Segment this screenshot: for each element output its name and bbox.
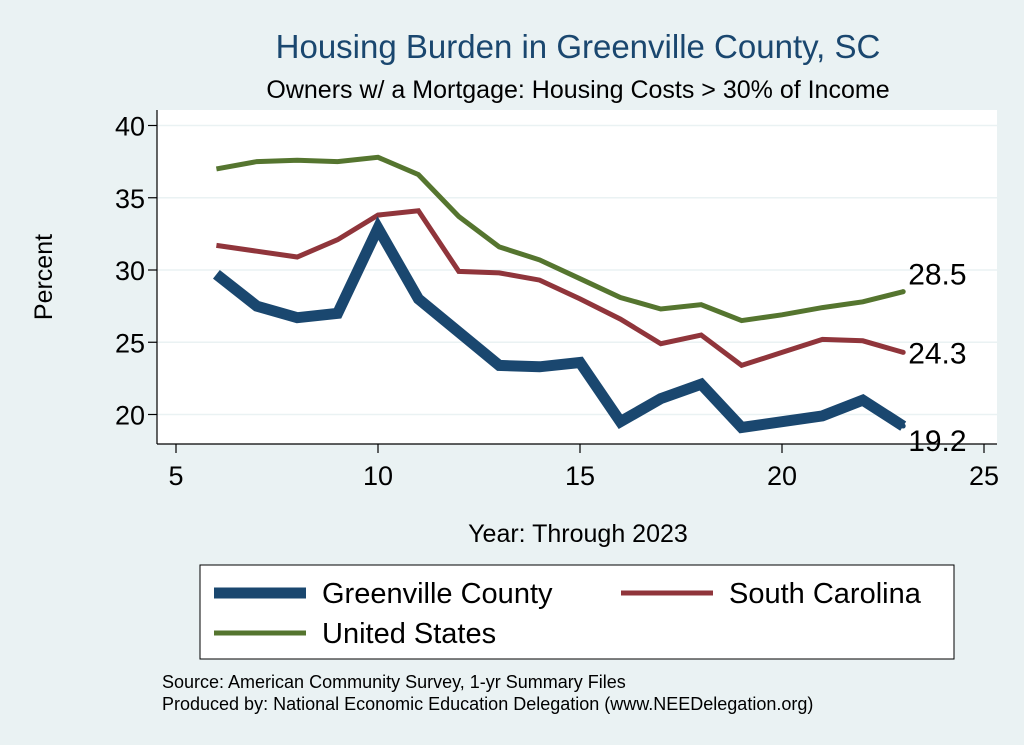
- grid-lines: [157, 124, 997, 416]
- x-tick-label-10: 10: [363, 461, 393, 491]
- end-marker-south-carolina: [900, 349, 906, 355]
- series-line-united-states: [215, 154, 904, 324]
- producer-note: Produced by: National Economic Education…: [162, 694, 813, 714]
- end-label-greenville-county: 19.2: [908, 425, 966, 458]
- y-tick-label-40: 40: [115, 112, 145, 142]
- legend-label-greenville: Greenville County: [322, 578, 553, 610]
- end-marker-greenville-county: [900, 423, 906, 429]
- chart-title: Housing Burden in Greenville County, SC: [276, 28, 881, 65]
- x-axis-label: Year: Through 2023: [468, 520, 688, 548]
- end-labels: 28.5 24.3 19.2: [900, 259, 967, 458]
- y-tick-label-35: 35: [115, 184, 145, 214]
- y-tick-label-30: 30: [115, 256, 145, 286]
- legend-box: [199, 564, 955, 660]
- y-axis-label: Percent: [30, 234, 58, 320]
- chart-subtitle: Owners w/ a Mortgage: Housing Costs > 30…: [266, 76, 889, 104]
- legend-label-south-carolina: South Carolina: [729, 578, 922, 610]
- x-tick-label-5: 5: [168, 461, 183, 491]
- x-tick-label-25: 25: [969, 461, 999, 491]
- x-axis-ticks: 5 10 15 20 25: [168, 444, 999, 491]
- source-note: Source: American Community Survey, 1-yr …: [162, 672, 626, 692]
- end-marker-united-states: [900, 289, 906, 295]
- end-label-south-carolina: 24.3: [908, 337, 966, 370]
- y-tick-label-20: 20: [115, 401, 145, 431]
- series-group: [212, 154, 907, 434]
- series-line-south-carolina: [216, 208, 904, 369]
- y-axis-ticks: 20 25 30 35 40: [115, 112, 157, 431]
- legend: Greenville County South Carolina United …: [199, 564, 955, 660]
- end-label-united-states: 28.5: [908, 259, 966, 292]
- y-tick-label-25: 25: [115, 328, 145, 358]
- x-tick-label-20: 20: [767, 461, 797, 491]
- legend-label-united-states: United States: [322, 618, 496, 650]
- x-tick-label-15: 15: [565, 461, 595, 491]
- series-line-greenville-county: [212, 216, 907, 434]
